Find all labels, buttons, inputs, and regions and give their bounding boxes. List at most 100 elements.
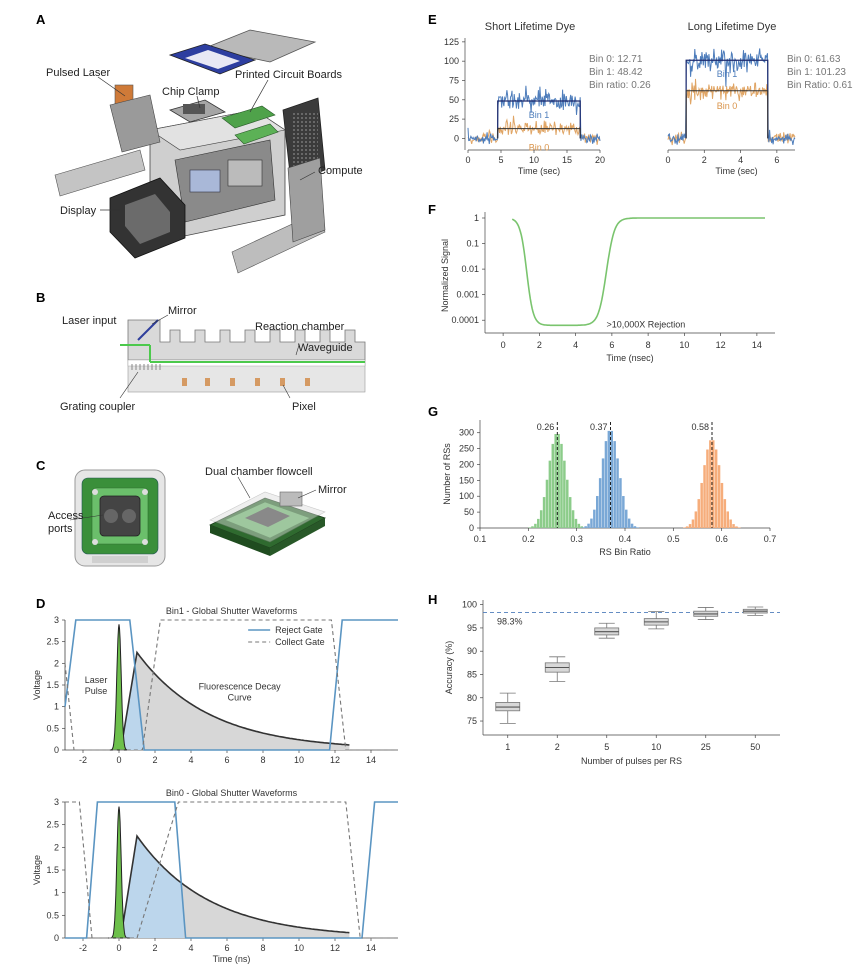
g-histogram-bar (560, 443, 563, 528)
fluorescence-decay-curve (120, 650, 350, 751)
g-histogram-bar (537, 518, 540, 528)
e-x-axis-label: Time (sec) (715, 166, 757, 176)
reject-gate-line (65, 801, 398, 939)
g-histogram-bar (557, 434, 560, 528)
y-tick-label: 1.5 (46, 865, 59, 875)
e-x-tick-label: 0 (465, 155, 470, 165)
g-histogram-bar (709, 440, 712, 528)
laser-pulse (108, 624, 130, 751)
f-y-tick-label: 0.1 (466, 239, 479, 249)
e-x-tick-label: 4 (738, 155, 743, 165)
fluorescence-area (120, 652, 350, 750)
e-subplot-title: Long Lifetime Dye (688, 21, 777, 33)
f-x-tick-label: 12 (716, 340, 726, 350)
e-y-tick-label: 0 (454, 133, 459, 143)
g-histogram-bar (625, 509, 628, 528)
g-histogram-bar (712, 440, 715, 528)
y-tick-label: 0.5 (46, 910, 59, 920)
g-histogram-bar (587, 523, 590, 528)
g-histogram-bar (610, 430, 613, 528)
g-histogram-bar (619, 478, 622, 528)
f-x-tick-label: 10 (679, 340, 689, 350)
g-histogram-bar (581, 527, 584, 528)
e-bin0-label: Bin 0 (529, 142, 550, 152)
g-histogram-bar (568, 497, 572, 528)
g-histogram-bar (566, 479, 569, 528)
f-y-tick-label: 0.01 (461, 264, 479, 274)
y-tick-label: 3 (54, 615, 59, 625)
label-pixel: Pixel (292, 401, 316, 413)
g-histogram-bar (571, 510, 575, 528)
h-x-tick-label: 25 (701, 742, 711, 752)
x-tick-label: 4 (188, 943, 193, 953)
label-chip-clamp: Chip Clamp (162, 86, 219, 98)
label-compute: Compute (318, 165, 363, 177)
g-histogram-bar (683, 527, 686, 528)
g-histogram-bar (534, 523, 537, 528)
e-x-axis-label: Time (sec) (518, 166, 560, 176)
f-y-tick-label: 1 (474, 213, 479, 223)
h-y-tick-label: 85 (467, 669, 477, 679)
g-histogram-bar (563, 460, 566, 528)
g-histogram-bar (528, 527, 531, 528)
g-histogram-bar (691, 519, 695, 528)
g-histogram-bar (604, 441, 608, 528)
g-histogram-bar (577, 523, 581, 528)
g-histogram-bar (596, 496, 599, 528)
g-histogram-bar (590, 518, 593, 528)
y-tick-label: 0 (54, 745, 59, 755)
y-tick-label: 1.5 (46, 680, 59, 690)
rejected-fluorescence-area (124, 668, 145, 750)
x-tick-label: -2 (79, 755, 87, 765)
h-y-axis-label: Accuracy (%) (444, 641, 454, 695)
x-tick-label: 4 (188, 755, 193, 765)
x-tick-label: -2 (79, 943, 87, 953)
label-access-1: Access (48, 510, 84, 522)
f-signal-curve (511, 217, 765, 327)
g-histogram-bar (726, 511, 729, 528)
g-histogram-bar (607, 430, 611, 528)
g-histogram-bar (554, 434, 557, 528)
e-stat: Bin 0: 12.71 (589, 54, 643, 65)
x-tick-label: 14 (366, 755, 376, 765)
e-bin1-trace (667, 48, 796, 145)
g-histogram-bar (601, 458, 605, 528)
g-histogram-bar (584, 526, 587, 528)
chip-cross-section (120, 319, 366, 393)
e-stat: Bin 1: 101.23 (787, 67, 846, 78)
x-tick-label: 6 (224, 943, 229, 953)
y-tick-label: 2 (54, 842, 59, 852)
x-tick-label: 0 (116, 943, 121, 953)
g-histogram-bar (729, 519, 732, 528)
x-tick-label: 6 (224, 755, 229, 765)
label-grating-coupler: Grating coupler (60, 401, 136, 413)
label-mirror-b: Mirror (168, 305, 197, 317)
g-histogram-bar (706, 449, 709, 528)
g-x-tick-label: 0.3 (570, 534, 583, 544)
g-histogram-bar (688, 524, 692, 528)
g-histogram-bar (616, 458, 619, 528)
e-x-tick-label: 2 (702, 155, 707, 165)
flowcell-perspective-view (209, 491, 326, 556)
g-histogram-bar (700, 482, 703, 528)
e-bin1-label: Bin 1 (529, 110, 550, 120)
e-stat: Bin 1: 48.42 (589, 67, 643, 78)
g-x-tick-label: 0.1 (474, 534, 487, 544)
x-tick-label: 2 (152, 755, 157, 765)
f-x-tick-label: 2 (537, 340, 542, 350)
f-x-axis-label: Time (nsec) (606, 353, 653, 363)
g-histogram-bar (598, 478, 602, 528)
label-waveguide: Waveguide (298, 342, 353, 354)
label-display: Display (60, 205, 97, 217)
g-histogram-bar (613, 441, 616, 528)
g-y-tick-label: 200 (459, 459, 474, 469)
panel-letter-d: D (36, 596, 45, 611)
e-y-tick-label: 100 (444, 56, 459, 66)
e-bin1-label: Bin 1 (717, 69, 738, 79)
g-y-tick-label: 0 (469, 523, 474, 533)
g-y-tick-label: 300 (459, 428, 474, 438)
h-reference-label: 98.3% (497, 617, 523, 627)
annotation-curve: Curve (228, 692, 252, 702)
